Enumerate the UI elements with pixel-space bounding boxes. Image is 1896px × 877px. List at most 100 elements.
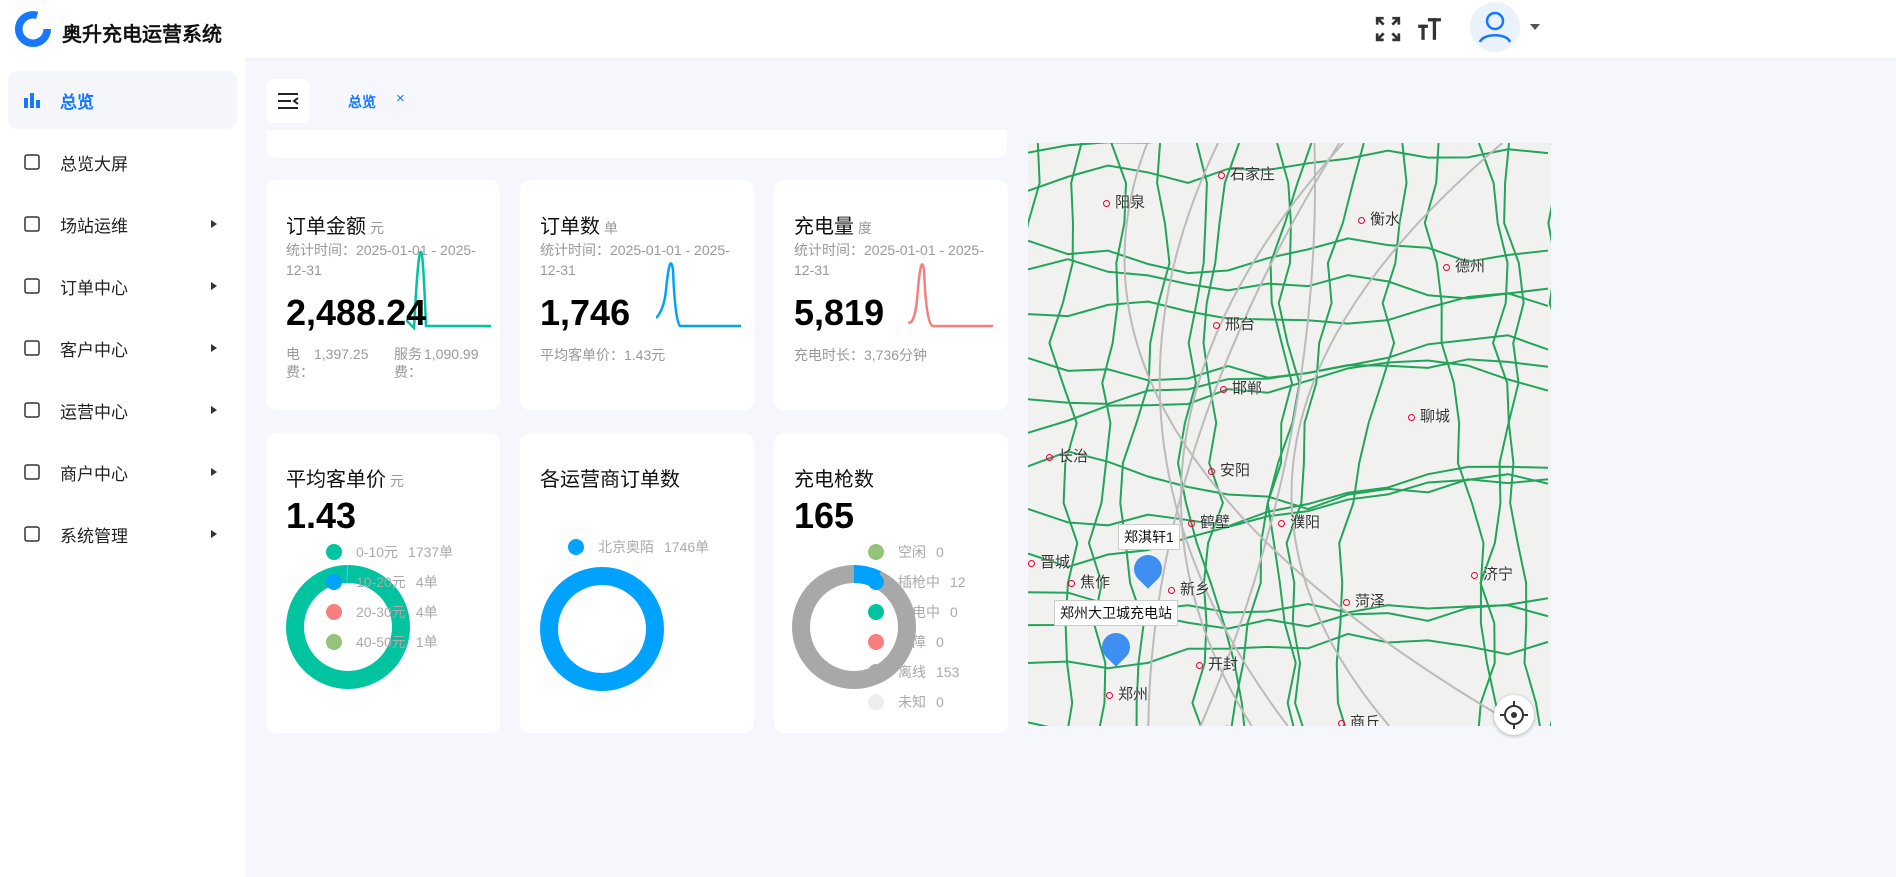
legend-label: 离线 [898,664,926,680]
donut-slice[interactable] [792,565,916,689]
sidebar-item-0[interactable]: 总览 [8,71,237,129]
map-city-label: 濮阳 [1278,511,1320,532]
legend-item[interactable]: 0-10元 1737单 [326,537,453,567]
legend-dot [868,604,884,620]
legend-dot [326,604,342,620]
sidebar-item-label: 订单中心 [60,278,128,298]
legend-count: 1单 [415,634,438,650]
legend-item[interactable]: 空闲 0 [868,537,966,567]
legend-item[interactable]: 20-30元 4单 [326,597,453,627]
legend-dot [868,664,884,680]
legend-dot [326,574,342,590]
font-size-icon[interactable] [1416,16,1442,42]
electric-fee-value: 1,397.25 [314,346,369,362]
map-city-label: 济宁 [1471,563,1513,584]
chevron-right-icon [211,344,221,352]
sparkline [406,250,491,330]
map-city-label: 长治 [1046,445,1088,466]
map-city-label: 菏泽 [1343,590,1385,611]
chevron-down-icon[interactable] [1530,24,1540,35]
tab-close-icon[interactable]: × [396,90,405,107]
card-unit: 度 [858,220,872,236]
sidebar-item-5[interactable]: 运营中心 [8,381,237,439]
sidebar-item-label: 场站运维 [60,216,128,236]
legend-dot [868,634,884,650]
sidebar-item-6[interactable]: 商户中心 [8,443,237,501]
legend-item[interactable]: 离线 153 [868,657,966,687]
user-avatar[interactable] [1470,2,1520,52]
filter-card [266,130,1007,158]
collapse-menu-button[interactable] [266,79,310,123]
sparkline [908,263,993,328]
legend-count: 0 [936,544,944,560]
locate-button[interactable] [1494,695,1534,735]
chevron-right-icon [211,468,221,476]
station-label[interactable]: 郑州大卫城充电站 [1054,600,1178,626]
map-city-label: 邢台 [1213,313,1255,334]
chevron-right-icon [211,282,221,290]
avg-price-card: 平均客单价元 1.43 0-10元 1737单 10-20元 4单 20-30元 4单 40… [266,433,500,733]
crosshair-icon [1500,701,1528,729]
operation-icon [24,402,40,418]
sidebar-item-1[interactable]: 总览大屏 [8,133,237,191]
card-period: 统计时间：2025-01-01 - 2025-12-31 [286,242,476,278]
building-icon [24,216,40,232]
app-title: 奥升充电运营系统 [62,24,222,46]
legend-label: 20-30元 [356,604,406,620]
legend-count: 0 [936,694,944,710]
sidebar-item-4[interactable]: 客户中心 [8,319,237,377]
station-label[interactable]: 郑淇轩1 [1118,524,1180,550]
legend-label: 10-20元 [356,574,406,590]
legend-label: 0-10元 [356,544,399,560]
bar-chart-icon [24,93,40,108]
donut-slice[interactable] [286,565,410,689]
card-footer: 平均客单价：1.43元 [540,347,666,363]
legend-item[interactable]: 故障 0 [868,627,966,657]
map-city-label: 郑州 [1106,683,1148,704]
map-city-label: 焦作 [1068,571,1110,592]
card-period: 统计时间：2025-01-01 - 2025-12-31 [540,242,730,278]
legend-count: 12 [950,574,966,590]
legend-count: 4单 [415,604,438,620]
sidebar-item-7[interactable]: 系统管理 [8,505,237,563]
card-title: 订单数 [540,216,600,238]
map-city-label: 晋城 [1028,551,1070,572]
gun-status-legend: 空闲 0 插枪中 12 充电中 0 故障 0 离线 153 未知 0 [868,537,966,717]
gun-count-card: 充电枪数 165 空闲 0 插枪中 12 充电中 0 故障 0 离线 153 未知 0 [774,433,1008,733]
tab-overview[interactable]: 总览 [348,94,376,110]
sidebar-item-label: 客户中心 [60,340,128,360]
station-map[interactable]: 石家庄 阳泉 衡水 德州 邢台 邯郸 聊城 长治 安阳 鹤壁 濮阳 晋城 新乡 焦作 菏泽 济宁 开封 郑州 商丘 郑… [1028,143,1551,726]
fullscreen-icon[interactable] [1375,16,1401,42]
card-unit: 元 [370,220,384,236]
map-city-label: 聊城 [1408,405,1450,426]
donut-slice[interactable] [540,567,664,691]
monitor-icon [24,154,40,170]
service-fee-label: 服务费： [394,346,422,380]
order-amount-card: 订单金额元 统计时间：2025-01-01 - 2025-12-31 2,488… [266,180,500,410]
legend-item[interactable]: 未知 0 [868,687,966,717]
order-count-card: 订单数单 统计时间：2025-01-01 - 2025-12-31 1,746 … [520,180,754,410]
legend-item[interactable]: 40-50元 1单 [326,627,453,657]
sidebar-item-3[interactable]: 订单中心 [8,257,237,315]
legend-label: 未知 [898,694,926,710]
map-city-label: 邯郸 [1220,377,1262,398]
legend-count: 4单 [415,574,438,590]
sidebar-item-2[interactable]: 场站运维 [8,195,237,253]
gun-status-donut-chart [792,565,916,689]
sidebar-item-label: 商户中心 [60,464,128,484]
gear-icon [24,526,40,542]
legend-item[interactable]: 10-20元 4单 [326,567,453,597]
sidebar-item-label: 系统管理 [60,526,128,546]
legend-count: 153 [936,664,960,680]
logo-icon [14,10,52,48]
price-donut-chart [286,565,410,689]
legend-item[interactable]: 充电中 0 [868,597,966,627]
legend-item[interactable]: 北京奥陌 1746单 [568,532,709,562]
legend-item[interactable]: 插枪中 12 [868,567,966,597]
electric-fee-label: 电费： [286,346,314,380]
operator-orders-card: 各运营商订单数 北京奥陌 1746单 [520,433,754,733]
user-avatar-icon [1478,11,1512,43]
building-icon [24,464,40,480]
sidebar-item-label: 总览 [60,92,94,112]
card-unit: 元 [390,473,404,489]
